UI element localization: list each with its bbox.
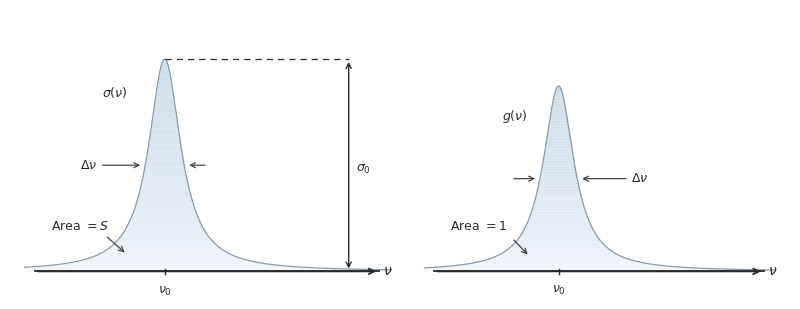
Text: $\nu$: $\nu$ — [383, 265, 393, 278]
Text: $\sigma_0$: $\sigma_0$ — [356, 163, 371, 176]
Text: $\nu_0$: $\nu_0$ — [551, 283, 566, 297]
Text: $\nu$: $\nu$ — [768, 265, 777, 278]
Text: $\Delta\nu$: $\Delta\nu$ — [80, 159, 98, 172]
Text: $\nu_0$: $\nu_0$ — [158, 285, 172, 298]
Text: Area $= S$: Area $= S$ — [51, 220, 109, 233]
Text: Area $= 1$: Area $= 1$ — [450, 220, 507, 233]
Text: $g(\nu)$: $g(\nu)$ — [502, 108, 527, 125]
Text: $\sigma(\nu)$: $\sigma(\nu)$ — [102, 85, 127, 99]
Text: $\Delta\nu$: $\Delta\nu$ — [631, 172, 648, 185]
